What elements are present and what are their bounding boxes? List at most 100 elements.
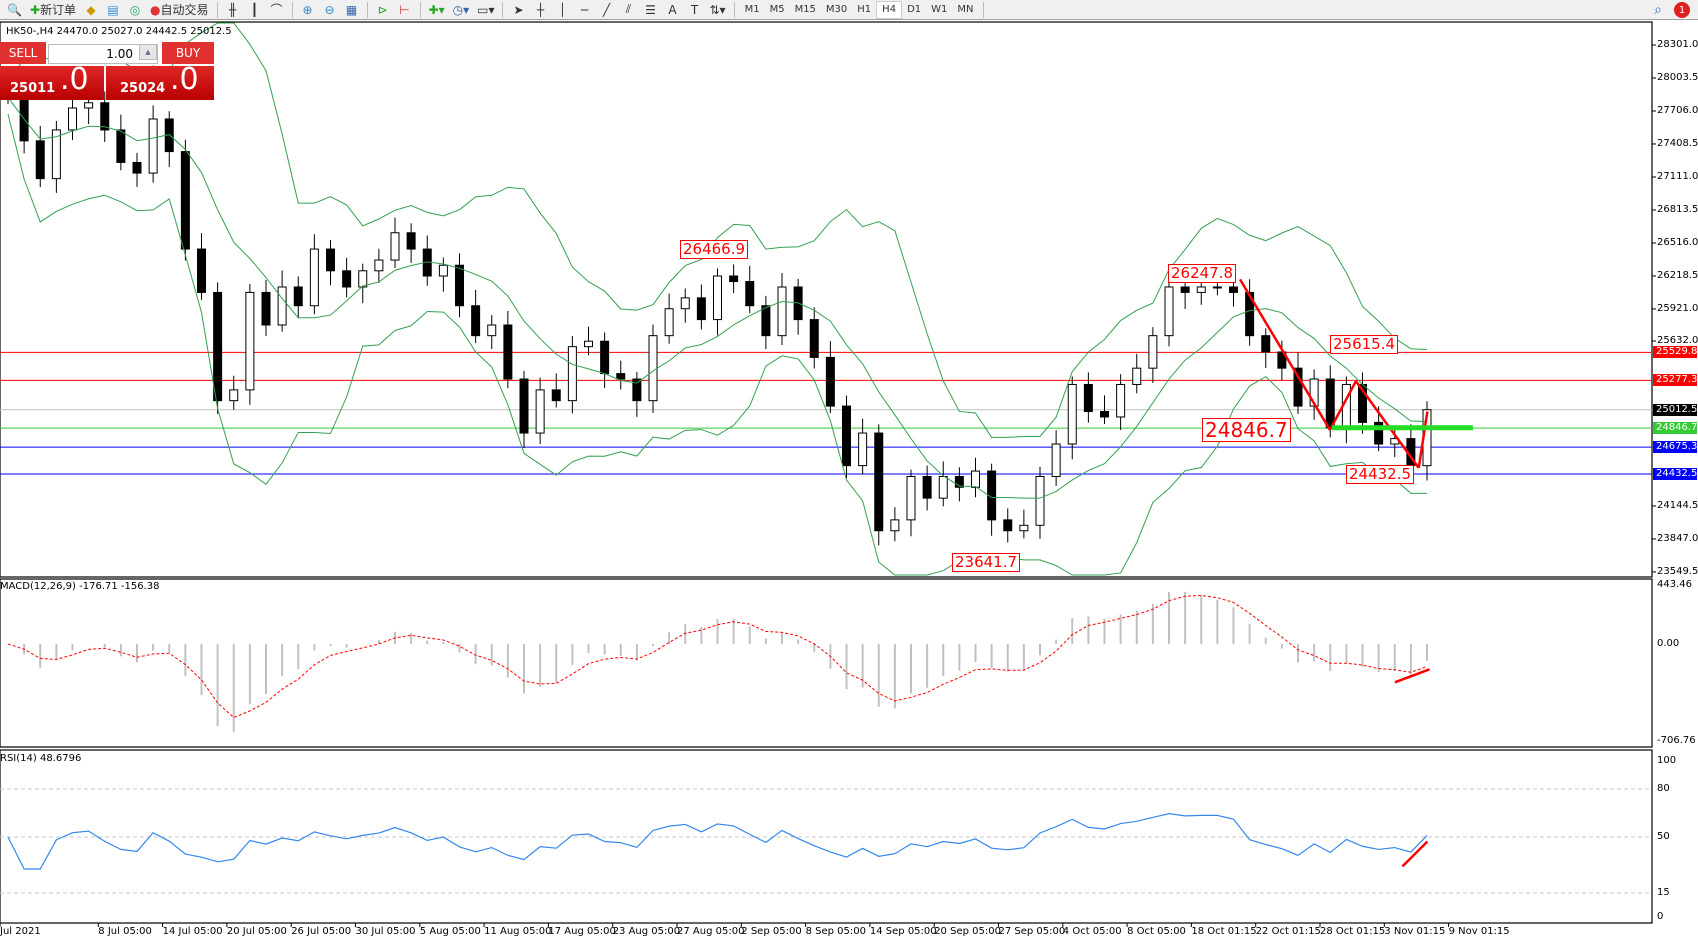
bullish-candle: [1164, 286, 1174, 337]
macd-signal-line: [7, 594, 1428, 719]
bearish-candle: [745, 281, 755, 307]
sell-price-button[interactable]: 25011 .0: [0, 62, 104, 100]
lot-size-input[interactable]: 1.00: [48, 44, 158, 64]
fibonacci-icon[interactable]: ☰: [645, 2, 656, 17]
bearish-candle: [616, 373, 626, 380]
search-icon[interactable]: ⌕: [1654, 2, 1662, 18]
candlestick-icon[interactable]: ┃: [250, 2, 259, 17]
date-label: 26 Jul 05:00: [291, 926, 352, 937]
history-center-icon[interactable]: ▤: [107, 2, 119, 17]
notification-badge[interactable]: 1: [1674, 2, 1690, 18]
level-price-tag: 25012.5: [1653, 403, 1697, 416]
periods-icon[interactable]: ◷▾: [452, 2, 470, 17]
new-order-icon: ✚: [29, 2, 41, 17]
vertical-line-icon[interactable]: │: [558, 2, 567, 17]
bearish-candle: [1325, 378, 1335, 429]
price-tick-label: 26218.5: [1657, 269, 1698, 281]
cursor-icon[interactable]: ➤: [513, 2, 524, 17]
equidistant-channel-icon[interactable]: ⫽: [625, 2, 632, 16]
timeframe-w1[interactable]: W1: [931, 4, 948, 15]
bearish-candle: [922, 476, 932, 499]
bearish-candle: [1245, 291, 1255, 337]
price-tick-label: 27111.0: [1657, 170, 1698, 182]
bearish-candle: [519, 378, 529, 434]
chart-shift-icon[interactable]: ⊢: [399, 2, 410, 17]
bullish-candle: [277, 286, 287, 326]
auto-trading-button[interactable]: ● 自动交易: [147, 1, 212, 19]
date-label: 9 Nov 01:15: [1448, 926, 1510, 937]
tile-windows-icon[interactable]: ▦: [345, 2, 358, 17]
date-label: 27 Aug 05:00: [677, 926, 745, 937]
date-label: 22 Oct 01:15: [1255, 926, 1321, 937]
text-label-icon[interactable]: T: [690, 2, 699, 17]
macd-axis-label: 0.00: [1657, 638, 1680, 649]
buy-button[interactable]: BUY: [162, 42, 214, 64]
metaeditor-icon[interactable]: ◆: [86, 2, 96, 17]
timeframe-m5[interactable]: M5: [769, 4, 785, 15]
timeframe-h4[interactable]: H4: [876, 0, 903, 19]
timeframe-mn[interactable]: MN: [957, 4, 974, 15]
bearish-candle: [180, 151, 190, 250]
lot-increase-button[interactable]: ▲: [139, 44, 157, 60]
bullish-candle: [374, 259, 384, 272]
templates-icon[interactable]: ▭▾: [477, 2, 495, 17]
bearish-candle: [197, 248, 206, 293]
buy-price-button[interactable]: 25024 .0: [106, 62, 214, 100]
bearish-candle: [954, 476, 964, 488]
bullish-candle: [567, 346, 577, 402]
date-label: 14 Sep 05:00: [869, 926, 937, 937]
rsi-axis-label: 0: [1657, 911, 1664, 922]
bearish-candle: [1003, 519, 1013, 532]
bullish-candle: [648, 335, 658, 402]
price-label[interactable]: 26466.9: [680, 240, 749, 259]
timeframe-d1[interactable]: D1: [907, 4, 922, 15]
bullish-candle: [1019, 524, 1029, 532]
bullish-candle: [1067, 383, 1077, 445]
timeframe-bar: M1 M5 M15 M30 H1 H4 D1 W1 MN: [740, 0, 979, 19]
autoscroll-icon[interactable]: ⊳: [377, 2, 388, 17]
crosshair-icon[interactable]: ┼: [536, 2, 545, 17]
date-label: Jul 2021: [0, 926, 41, 937]
price-label[interactable]: 23641.7: [952, 553, 1021, 572]
timeframe-h1[interactable]: H1: [857, 4, 872, 15]
rsi-axis-label: 15: [1657, 887, 1670, 898]
trendline-icon[interactable]: ╱: [602, 2, 611, 17]
bullish-candle: [680, 297, 690, 310]
price-label[interactable]: 24432.5: [1346, 465, 1415, 484]
zoom-in-icon[interactable]: ⊕: [302, 2, 313, 17]
search-icon[interactable]: 🔍: [7, 2, 22, 17]
timeframe-m1[interactable]: M1: [744, 4, 760, 15]
rsi-line: [7, 813, 1428, 870]
ask-price: 25024: [120, 81, 166, 96]
text-icon[interactable]: A: [668, 2, 677, 17]
bullish-candle: [858, 432, 868, 467]
zoom-out-icon[interactable]: ⊖: [324, 2, 335, 17]
bearish-candle: [35, 140, 45, 180]
price-label[interactable]: 26247.8: [1168, 264, 1237, 283]
macd-axis-label: -706.76: [1657, 735, 1696, 746]
timeframe-m15[interactable]: M15: [794, 4, 816, 15]
date-label: 5 Aug 05:00: [419, 926, 481, 937]
bearish-candle: [761, 305, 771, 337]
line-chart-icon[interactable]: ⌒: [270, 3, 283, 17]
horizontal-line-icon[interactable]: ─: [580, 2, 589, 17]
new-order-button[interactable]: ✚ 新订单: [27, 1, 79, 19]
signals-icon[interactable]: ◎: [129, 2, 141, 17]
bullish-candle: [971, 470, 980, 488]
indicators-icon[interactable]: ✚▾: [428, 2, 445, 17]
chart-header: HK50-,H4 24470.0 25027.0 24442.5 25012.5: [6, 26, 232, 37]
price-label[interactable]: 24846.7: [1202, 418, 1291, 442]
price-tick-label: 27408.5: [1657, 137, 1698, 149]
price-tick-label: 25632.0: [1657, 334, 1698, 346]
bullish-candle: [890, 519, 900, 532]
timeframe-m30[interactable]: M30: [825, 4, 848, 15]
bearish-candle: [503, 324, 513, 380]
price-label[interactable]: 25615.4: [1330, 335, 1399, 354]
sell-button[interactable]: SELL: [0, 42, 46, 64]
date-label: 8 Jul 05:00: [98, 926, 152, 937]
bar-chart-icon[interactable]: ╫: [228, 2, 237, 17]
bearish-candle: [261, 291, 271, 326]
rsi-axis-label: 80: [1657, 783, 1670, 794]
arrows-icon[interactable]: ⇅▾: [709, 2, 726, 17]
